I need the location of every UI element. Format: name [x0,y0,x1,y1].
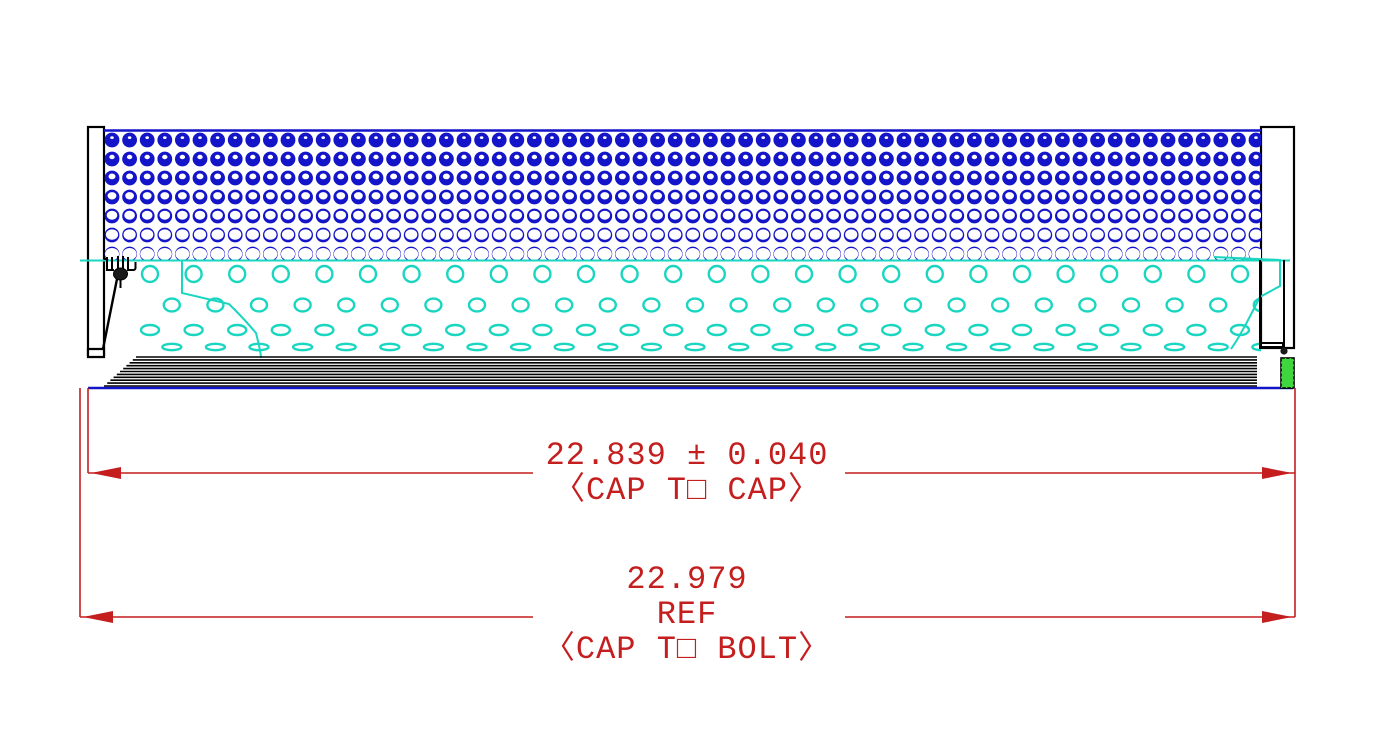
svg-text:22.839 ± 0.040: 22.839 ± 0.040 [546,437,829,474]
svg-text:〈CAP T□ CAP〉: 〈CAP T□ CAP〉 [553,472,821,509]
svg-text:22.979: 22.979 [626,561,747,598]
svg-text:〈CAP T□ BOLT〉: 〈CAP T□ BOLT〉 [543,631,831,668]
svg-text:REF: REF [657,596,718,633]
